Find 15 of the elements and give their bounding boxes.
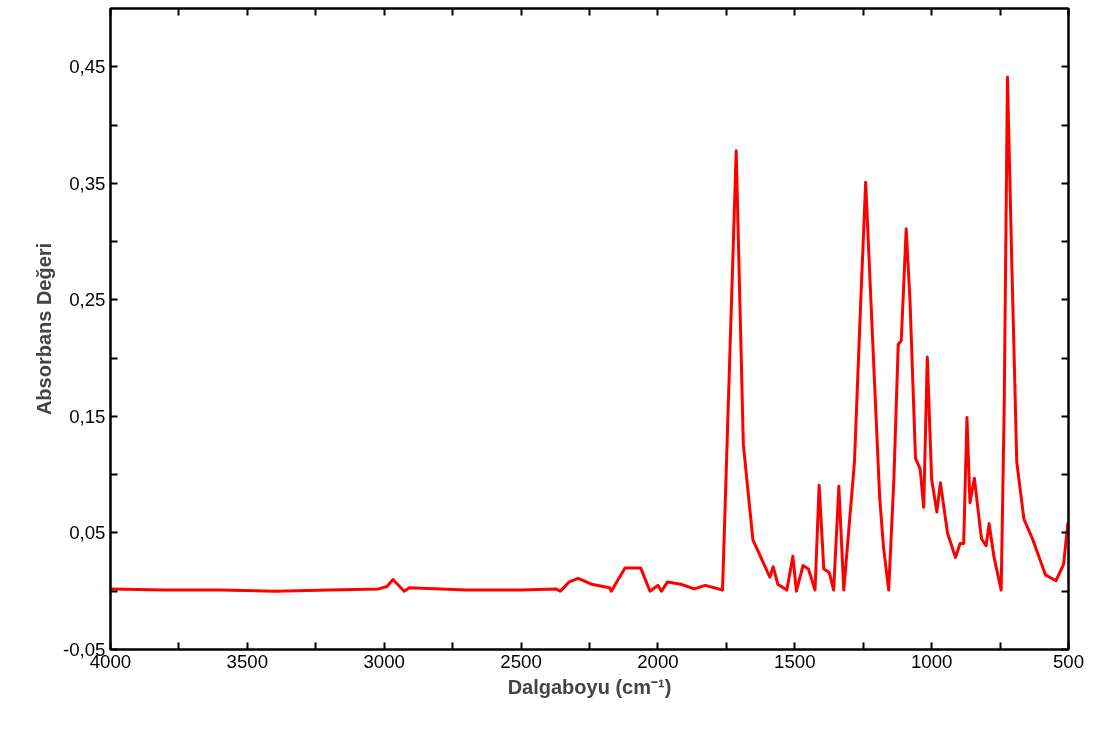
x-axis-title: Dalgaboyu (cm⁻¹) [507,675,672,698]
y-tick-label: 0,15 [69,405,106,427]
y-tick-label: 0,35 [69,172,106,194]
x-tick-label: 1000 [910,650,953,672]
y-tick-label: 0,45 [69,56,106,78]
x-tick-label: 2500 [500,650,542,672]
x-tick-label: 3500 [226,650,269,672]
y-tick-label: 0,25 [69,289,106,311]
x-tick-label: 500 [1052,650,1085,672]
line-series [110,75,1069,593]
y-axis-title: Absorbans Değeri [32,242,55,416]
x-tick-label: 1500 [774,650,816,672]
x-tick-label: 2000 [637,650,679,672]
y-tick-label: 0,05 [69,522,106,544]
x-tick-label: 3000 [363,650,405,672]
